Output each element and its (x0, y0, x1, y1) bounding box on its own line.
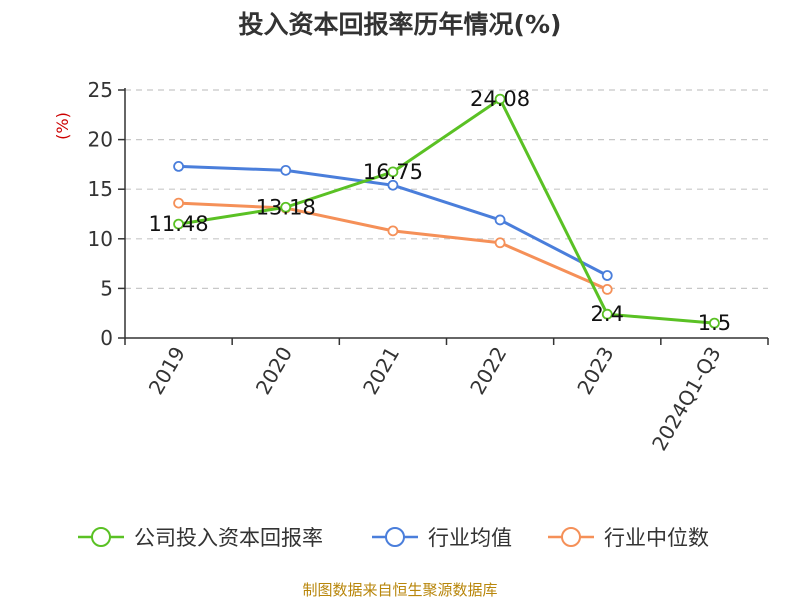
legend: 公司投入资本回报率 行业均值 行业中位数 (78, 526, 709, 550)
x-tick-label: 2021 (358, 343, 404, 399)
y-axis-label: (%) (53, 112, 72, 140)
series-line-0 (178, 97, 715, 325)
y-tick-label: 20 (88, 128, 113, 152)
data-point (280, 201, 292, 213)
x-tick-label: 2020 (251, 343, 297, 399)
data-label: 2.4 (591, 302, 624, 326)
legend-label: 行业中位数 (604, 526, 709, 550)
data-point (601, 270, 613, 281)
data-point (173, 218, 184, 230)
data-label: 1.5 (698, 311, 731, 335)
grid-layer (125, 89, 768, 289)
legend-marker (385, 527, 405, 547)
x-tick-label: 2022 (465, 343, 511, 399)
x-tick-label: 2019 (144, 343, 190, 399)
data-point (173, 160, 184, 172)
data-point (387, 179, 399, 191)
data-point (173, 197, 184, 209)
y-tick-label: 10 (88, 227, 113, 251)
data-point (280, 164, 292, 176)
legend-label: 行业均值 (428, 526, 512, 550)
series-line-2 (178, 201, 608, 291)
data-label-layer: 11.48 13.18 16.75 24.08 2.4 1.5 (149, 87, 732, 335)
data-point (601, 283, 613, 295)
source-note: 制图数据来自恒生聚源数据库 (302, 581, 497, 599)
data-point (387, 225, 399, 237)
data-label: 16.75 (363, 160, 423, 184)
data-point (709, 317, 720, 329)
data-point (387, 166, 399, 178)
series-layer (173, 93, 720, 329)
legend-label: 公司投入资本回报率 (134, 526, 323, 550)
data-point (494, 93, 506, 105)
data-point (601, 308, 613, 320)
data-point (494, 237, 506, 249)
data-label: 11.48 (149, 212, 209, 236)
chart-title: 投入资本回报率历年情况(%) (239, 10, 562, 39)
data-label: 13.18 (256, 195, 316, 219)
y-tick-label: 15 (88, 177, 113, 201)
y-tick-label: 0 (100, 326, 113, 350)
legend-marker (91, 527, 111, 547)
y-tick-label: 5 (100, 276, 113, 300)
x-tick-label: 2024Q1-Q3 (647, 343, 726, 455)
y-tick-label: 25 (88, 78, 113, 102)
x-tick-label: 2023 (572, 343, 618, 399)
legend-marker (561, 527, 581, 547)
data-point (494, 214, 506, 226)
axis-layer: 0 5 10 15 20 25 2019 2020 2021 2022 2023 2024Q1-Q3 (88, 78, 769, 455)
data-label: 24.08 (470, 87, 530, 111)
